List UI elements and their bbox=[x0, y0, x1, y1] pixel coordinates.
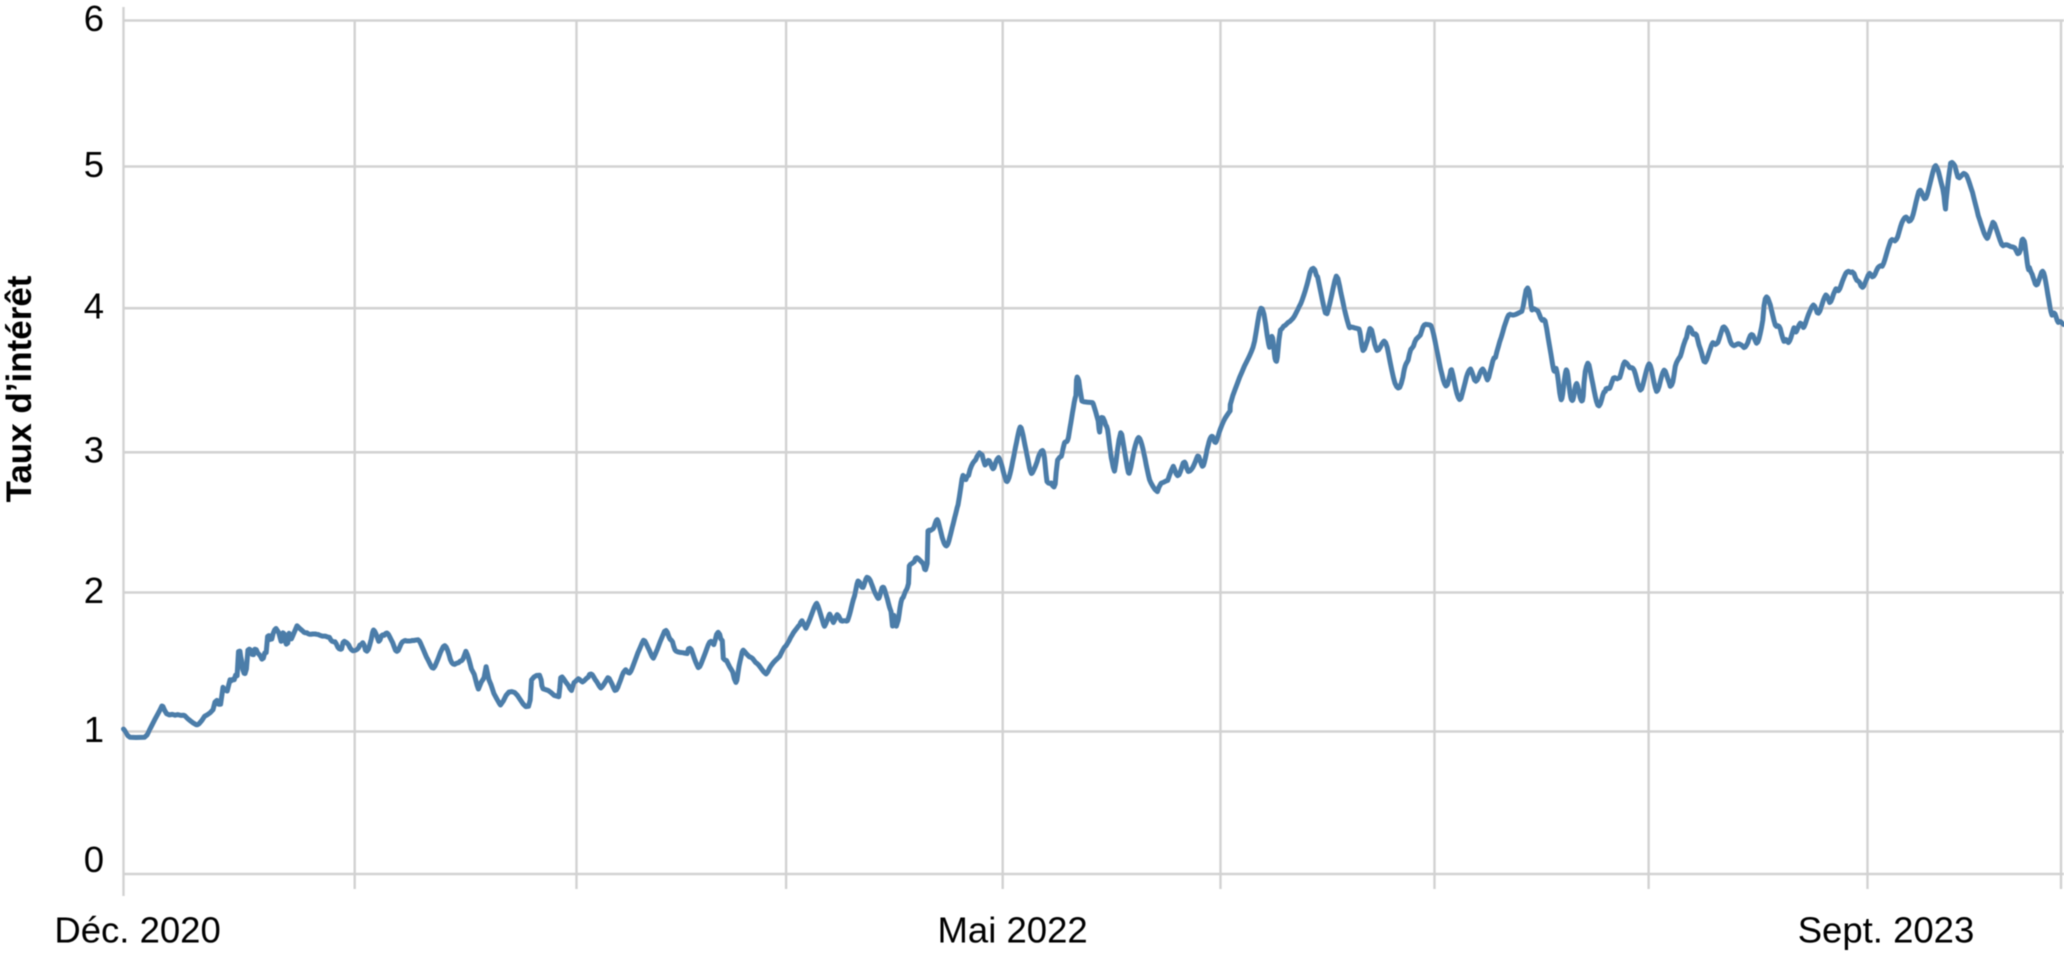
svg-text:2: 2 bbox=[84, 570, 104, 611]
svg-text:5: 5 bbox=[84, 144, 104, 185]
svg-text:1: 1 bbox=[84, 709, 104, 750]
svg-text:3: 3 bbox=[84, 430, 104, 471]
svg-text:Sept. 2023: Sept. 2023 bbox=[1798, 910, 1975, 951]
svg-text:Taux d’intérêt: Taux d’intérêt bbox=[0, 275, 39, 502]
svg-text:0: 0 bbox=[84, 839, 104, 880]
svg-text:6: 6 bbox=[84, 0, 104, 39]
svg-text:Déc. 2020: Déc. 2020 bbox=[54, 910, 220, 951]
svg-text:Mai 2022: Mai 2022 bbox=[938, 910, 1088, 951]
svg-text:4: 4 bbox=[84, 286, 104, 327]
